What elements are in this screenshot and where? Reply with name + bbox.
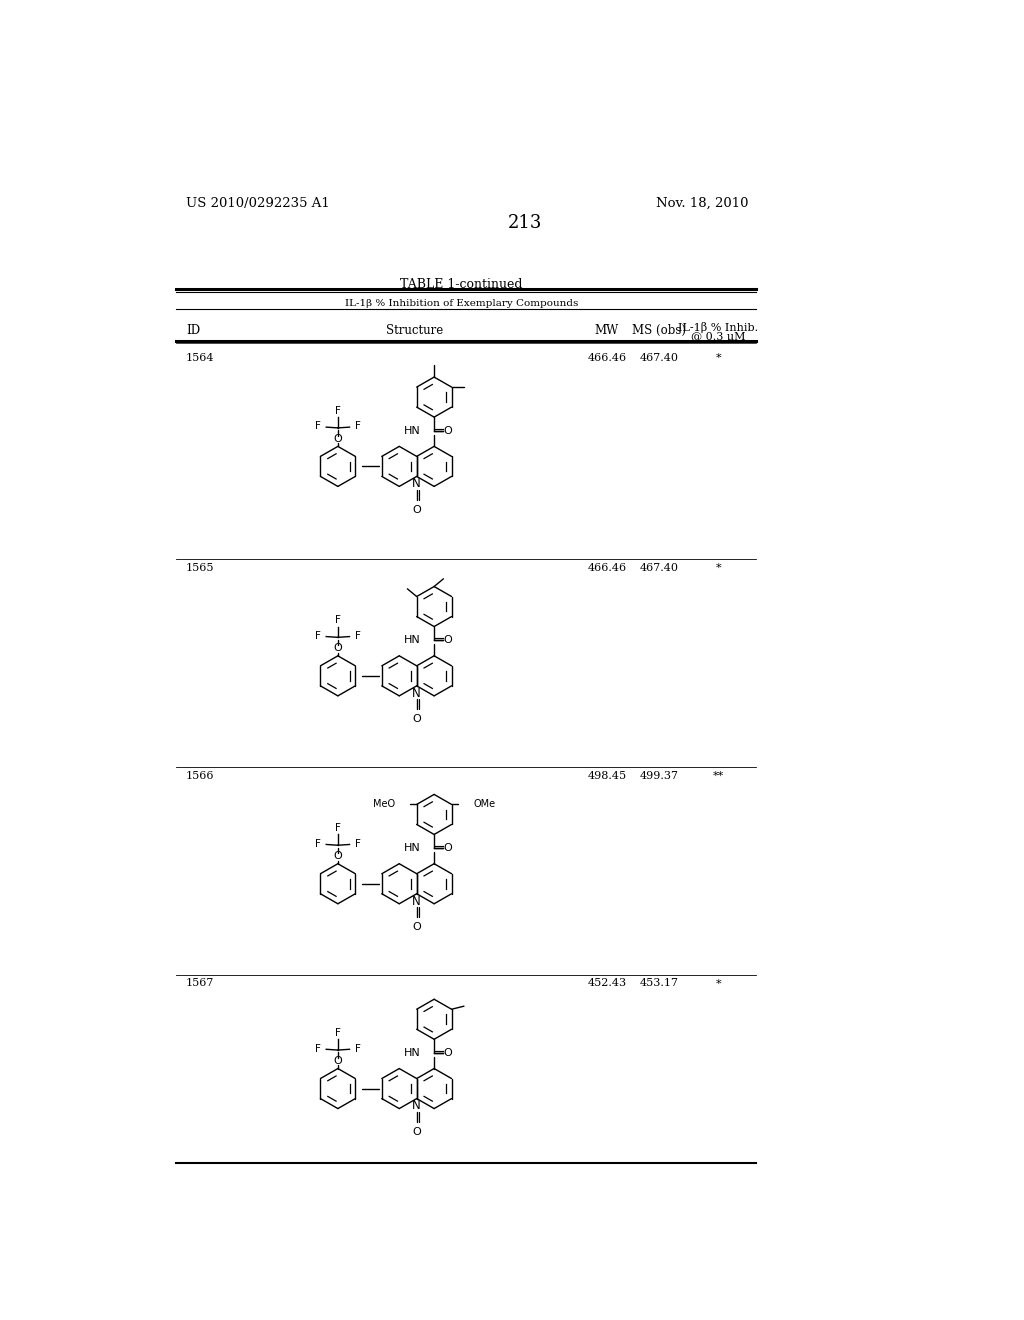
- Text: N: N: [413, 686, 421, 700]
- Text: F: F: [335, 407, 341, 416]
- Text: *: *: [716, 354, 721, 363]
- Text: O: O: [443, 635, 453, 645]
- Text: HN: HN: [403, 635, 420, 645]
- Text: F: F: [355, 421, 360, 432]
- Text: O: O: [413, 714, 421, 725]
- Text: 452.43: 452.43: [588, 978, 627, 989]
- Text: IL-1β % Inhibition of Exemplary Compounds: IL-1β % Inhibition of Exemplary Compound…: [344, 298, 578, 308]
- Text: HN: HN: [403, 843, 420, 853]
- Text: 467.40: 467.40: [639, 562, 678, 573]
- Text: F: F: [315, 838, 321, 849]
- Text: O: O: [413, 1127, 421, 1137]
- Text: O: O: [334, 851, 342, 861]
- Text: O: O: [443, 1048, 453, 1059]
- Text: F: F: [315, 1044, 321, 1053]
- Text: MS (obs): MS (obs): [632, 323, 686, 337]
- Text: O: O: [334, 434, 342, 444]
- Text: F: F: [335, 615, 341, 626]
- Text: F: F: [335, 824, 341, 833]
- Text: OMe: OMe: [473, 800, 496, 809]
- Text: 1564: 1564: [186, 354, 215, 363]
- Text: 498.45: 498.45: [588, 771, 627, 780]
- Text: IL-1β % Inhib.: IL-1β % Inhib.: [679, 322, 759, 333]
- Text: 213: 213: [508, 214, 542, 232]
- Text: HN: HN: [403, 1048, 420, 1059]
- Text: 466.46: 466.46: [588, 354, 627, 363]
- Text: O: O: [413, 923, 421, 932]
- Text: 1566: 1566: [186, 771, 215, 780]
- Text: F: F: [355, 631, 360, 640]
- Text: F: F: [355, 1044, 360, 1053]
- Text: 453.17: 453.17: [639, 978, 678, 989]
- Text: F: F: [355, 838, 360, 849]
- Text: Structure: Structure: [386, 323, 443, 337]
- Text: 1567: 1567: [186, 978, 214, 989]
- Text: F: F: [335, 1028, 341, 1038]
- Text: HN: HN: [403, 426, 420, 436]
- Text: N: N: [413, 1100, 421, 1113]
- Text: *: *: [716, 978, 721, 989]
- Text: N: N: [413, 478, 421, 490]
- Text: N: N: [413, 895, 421, 908]
- Text: ID: ID: [186, 323, 201, 337]
- Text: F: F: [315, 421, 321, 432]
- Text: Nov. 18, 2010: Nov. 18, 2010: [655, 197, 748, 210]
- Text: O: O: [413, 506, 421, 515]
- Text: TABLE 1-continued: TABLE 1-continued: [400, 277, 522, 290]
- Text: MeO: MeO: [373, 800, 395, 809]
- Text: MW: MW: [595, 323, 620, 337]
- Text: 499.37: 499.37: [639, 771, 678, 780]
- Text: US 2010/0292235 A1: US 2010/0292235 A1: [186, 197, 330, 210]
- Text: **: **: [713, 771, 724, 780]
- Text: O: O: [443, 426, 453, 436]
- Text: 1565: 1565: [186, 562, 215, 573]
- Text: 467.40: 467.40: [639, 354, 678, 363]
- Text: O: O: [334, 643, 342, 653]
- Text: O: O: [334, 1056, 342, 1065]
- Text: 466.46: 466.46: [588, 562, 627, 573]
- Text: F: F: [315, 631, 321, 640]
- Text: *: *: [716, 562, 721, 573]
- Text: @ 0.3 μM: @ 0.3 μM: [691, 331, 745, 342]
- Text: O: O: [443, 843, 453, 853]
